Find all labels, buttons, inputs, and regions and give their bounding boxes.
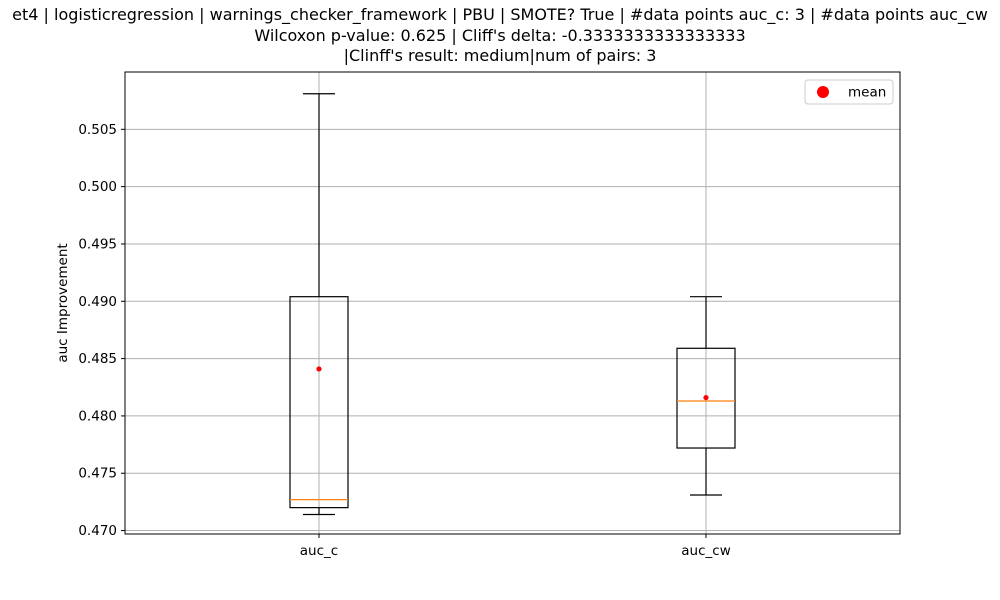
y-tick-label: 0.500 xyxy=(78,179,117,195)
y-tick-label: 0.485 xyxy=(78,351,117,367)
box-iqr xyxy=(676,347,736,449)
chart-title: et4 | logisticregression | warnings_chec… xyxy=(0,5,1000,67)
y-tick-label: 0.480 xyxy=(78,408,117,424)
y-tick-label: 0.470 xyxy=(78,523,117,539)
mean-marker xyxy=(316,366,322,372)
plot-area-frame xyxy=(124,71,901,535)
y-tick-label: 0.505 xyxy=(78,122,117,138)
y-tick-label: 0.475 xyxy=(78,466,117,482)
grid-lines xyxy=(125,72,900,534)
y-tick-label: 0.490 xyxy=(78,294,117,310)
chart-title-line: et4 | logisticregression | warnings_chec… xyxy=(12,5,988,24)
legend-frame xyxy=(804,79,894,105)
x-tick-label: auc_c xyxy=(300,543,338,559)
box-series xyxy=(289,93,736,516)
chart-subtitle-stats: Wilcoxon p-value: 0.625 | Cliff's delta:… xyxy=(254,25,746,45)
x-tick-label: auc_cw xyxy=(681,543,730,559)
chart-subtitle-result: |Clinff's result: medium|num of pairs: 3 xyxy=(343,46,657,65)
y-tick-label: 0.495 xyxy=(78,236,117,252)
box-iqr xyxy=(289,296,349,509)
legend-mean-marker xyxy=(817,86,829,98)
legend-label: mean xyxy=(848,85,886,101)
y-axis-label: auc Improvement xyxy=(55,243,71,362)
mean-marker xyxy=(703,394,709,401)
legend: mean xyxy=(804,79,894,105)
axis-ticks: 0.470 0.475 0.480 0.485 0.490 0.495 0.500 0.505… xyxy=(78,122,730,559)
